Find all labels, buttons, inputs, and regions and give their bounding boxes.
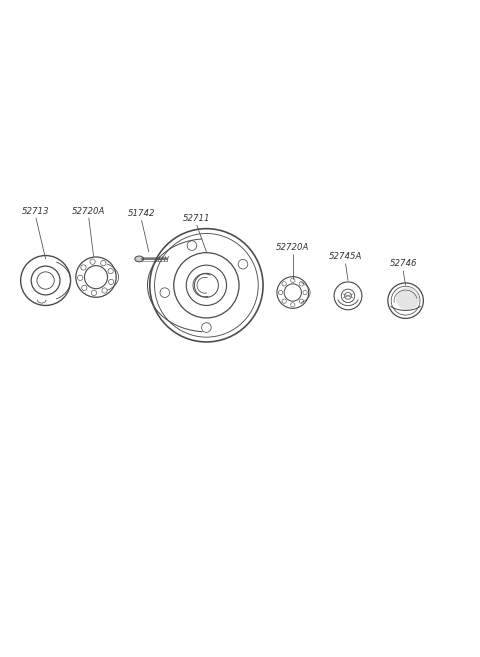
Text: 52713: 52713 [22,207,50,215]
Text: 52720A: 52720A [276,242,310,252]
Ellipse shape [135,256,144,261]
Text: 52711: 52711 [183,214,211,223]
Text: 51742: 51742 [128,209,156,218]
Text: 52745A: 52745A [329,252,362,261]
Text: 52746: 52746 [389,260,417,269]
Circle shape [396,287,419,310]
Text: 52720A: 52720A [72,207,106,215]
